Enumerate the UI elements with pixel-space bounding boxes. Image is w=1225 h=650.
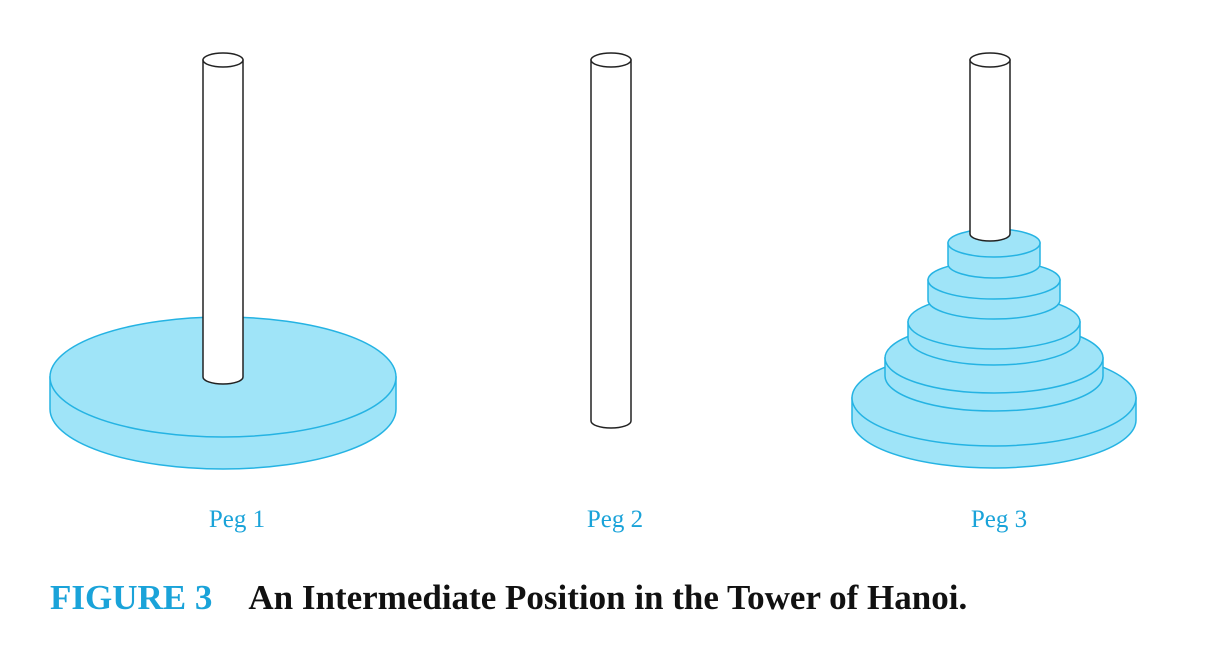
peg-1-group [49, 52, 397, 470]
peg-3-label: Peg 3 [970, 506, 1028, 533]
peg-1-label: Peg 1 [208, 506, 266, 533]
peg-3-disk-1 [947, 228, 1041, 279]
peg-2-group [590, 52, 632, 429]
peg-3-rod [969, 52, 1011, 242]
figure-number: FIGURE 3 [50, 578, 213, 617]
peg-3-group [851, 52, 1137, 469]
peg-2-rod [590, 52, 632, 429]
peg-1-rod [202, 52, 244, 385]
figure-title: An Intermediate Position in the Tower of… [248, 578, 968, 617]
peg-2-label: Peg 2 [586, 506, 644, 533]
figure-caption: FIGURE 3 An Intermediate Position in the … [50, 578, 967, 618]
